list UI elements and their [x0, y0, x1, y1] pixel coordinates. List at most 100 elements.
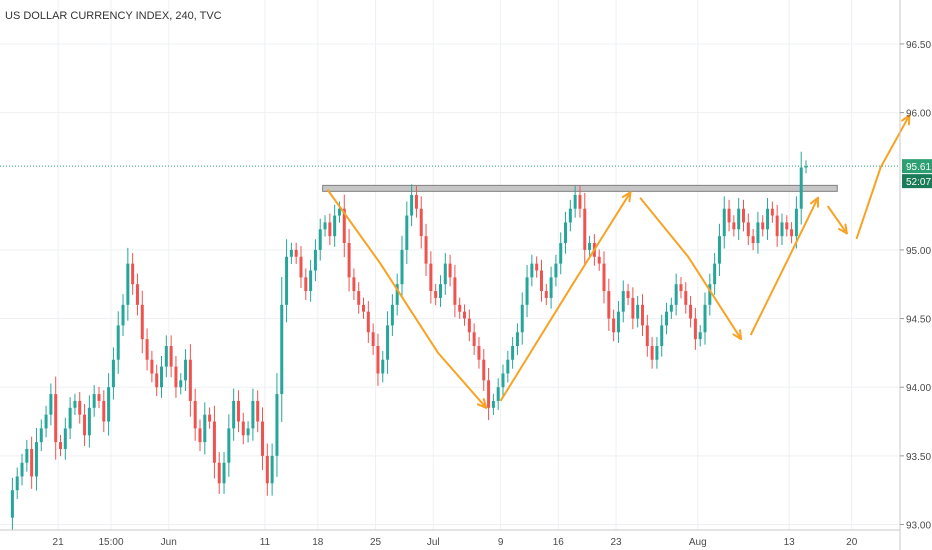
candle-body	[227, 428, 231, 463]
candle-body	[626, 291, 630, 298]
candle-body	[785, 222, 789, 230]
candle-body	[568, 208, 572, 223]
candle-body	[761, 222, 765, 230]
x-tick-label: 11	[260, 537, 271, 548]
candle-body	[121, 304, 125, 326]
candle-body	[794, 208, 798, 237]
y-tick-label: 96.00	[906, 109, 931, 120]
candle-body	[549, 277, 553, 298]
candle-body	[135, 284, 139, 305]
candle-body	[713, 263, 717, 285]
pattern-arrow	[326, 188, 487, 409]
candle-body	[280, 304, 284, 395]
x-tick-label: 25	[370, 537, 382, 548]
candle-body	[87, 407, 91, 436]
candle-body	[487, 380, 491, 408]
candle-body	[400, 249, 404, 285]
candle-body	[732, 222, 736, 230]
candle-body	[698, 332, 702, 340]
candle-body	[73, 400, 77, 408]
candle-body	[741, 208, 745, 223]
candle-body	[83, 414, 87, 436]
candle-body	[342, 208, 346, 244]
candle-body	[232, 400, 236, 429]
candles[interactable]	[10, 151, 808, 530]
candle-body	[78, 400, 82, 415]
candle-body	[222, 462, 226, 484]
candle-body	[102, 400, 106, 422]
candle-body	[193, 400, 197, 429]
candle-body	[155, 373, 159, 388]
candle-body	[212, 421, 216, 463]
candle-body	[366, 311, 370, 333]
candle-body	[429, 263, 433, 292]
pattern-arrows[interactable]	[326, 114, 911, 409]
candle-body	[419, 208, 423, 237]
candle-body	[799, 167, 803, 209]
time-axis: 21 15:00 Jun 11 18 25 Jul 9 16 23 Aug 13 20	[0, 529, 900, 548]
candle-body	[737, 208, 741, 230]
candle-body	[612, 318, 616, 333]
x-tick-label: 15:00	[98, 537, 123, 548]
candle-body	[467, 318, 471, 333]
candle-body	[708, 284, 712, 305]
candle-body	[650, 346, 654, 360]
candle-body	[640, 304, 644, 326]
y-tick-label: 95.00	[906, 246, 931, 257]
candle-body	[116, 325, 120, 360]
candle-body	[256, 400, 260, 422]
candle-body	[140, 304, 144, 340]
candle-body	[756, 222, 760, 244]
pattern-arrow	[499, 191, 632, 402]
candle-body	[679, 284, 683, 292]
x-tick-label: 9	[498, 537, 504, 548]
x-tick-label: 18	[312, 537, 324, 548]
candle-body	[131, 263, 135, 285]
candle-body	[448, 263, 452, 278]
candle-body	[44, 414, 48, 429]
candle-body	[265, 455, 269, 484]
candle-body	[395, 284, 399, 305]
candle-body	[674, 284, 678, 305]
candle-body	[434, 291, 438, 298]
candle-body	[251, 400, 255, 429]
pattern-arrow	[749, 197, 819, 336]
candle-body	[217, 462, 221, 484]
candle-body	[520, 304, 524, 333]
candle-body	[97, 394, 101, 401]
candle-body	[751, 236, 755, 244]
candle-body	[160, 366, 164, 388]
candle-body	[107, 387, 111, 422]
candle-body	[362, 304, 366, 312]
candle-body	[20, 462, 24, 477]
candle-body	[275, 394, 279, 456]
candle-body	[511, 346, 515, 360]
x-tick-label: 21	[53, 537, 65, 548]
candle-body	[559, 243, 563, 264]
candle-body	[294, 249, 298, 257]
x-tick-label: 23	[610, 537, 622, 548]
candle-body	[309, 270, 313, 292]
arrow-head	[838, 228, 848, 235]
candle-body	[588, 243, 592, 250]
candle-body	[126, 263, 130, 305]
candle-body	[669, 304, 673, 312]
candle-body	[169, 346, 173, 367]
candle-body	[150, 359, 154, 374]
candle-body	[693, 318, 697, 340]
candle-body	[616, 311, 620, 333]
candle-body	[607, 291, 611, 319]
candle-body	[34, 442, 38, 477]
candle-body	[583, 208, 587, 250]
candle-body	[184, 359, 188, 381]
candle-body	[689, 304, 693, 319]
candle-body	[241, 421, 245, 436]
candle-body	[92, 394, 96, 408]
y-tick-label: 96.50	[906, 40, 931, 51]
candle-body	[578, 194, 582, 209]
arrow-head	[482, 398, 488, 409]
last-price-label: 95.61	[906, 162, 931, 173]
candle-body	[328, 222, 332, 237]
candle-body	[438, 284, 442, 298]
